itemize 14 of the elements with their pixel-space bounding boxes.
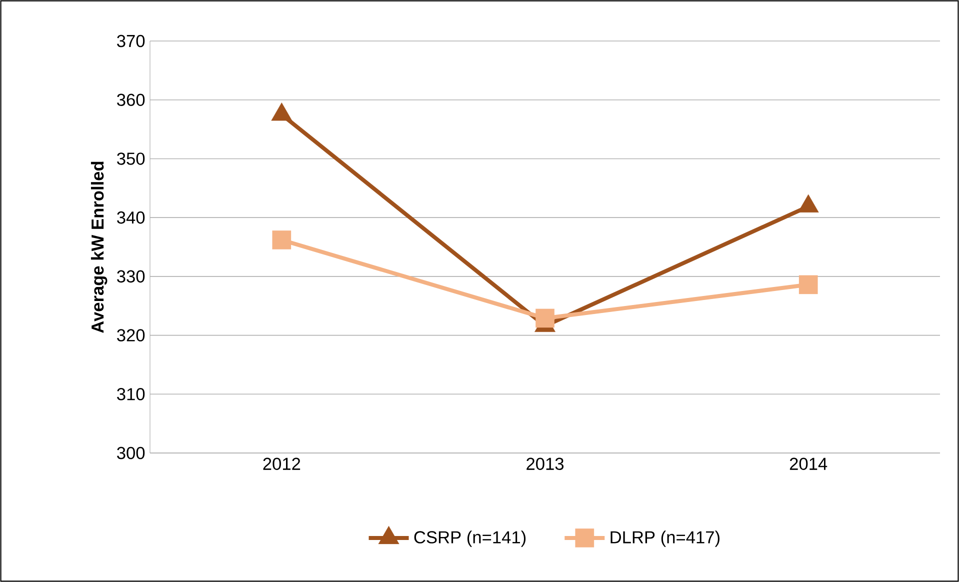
- legend-label: CSRP (n=141): [414, 530, 526, 547]
- y-tick-label: 300: [117, 446, 145, 460]
- y-tick-label: 370: [117, 34, 145, 48]
- y-tick-label: 360: [117, 94, 145, 106]
- y-tick-label: 310: [117, 388, 145, 400]
- y-tick-label: 350: [117, 152, 145, 165]
- y-tick-label: 320: [117, 329, 145, 342]
- x-tick-label: 2013: [526, 458, 564, 470]
- legend-label: DLRP (n=417): [610, 530, 720, 547]
- x-tick-label: 2012: [263, 458, 300, 470]
- x-tick-label: 2014: [790, 458, 828, 470]
- y-axis-title: Average kW Enrolled: [90, 162, 108, 333]
- y-tick-label: 330: [117, 270, 145, 283]
- y-tick-label: 340: [117, 211, 145, 224]
